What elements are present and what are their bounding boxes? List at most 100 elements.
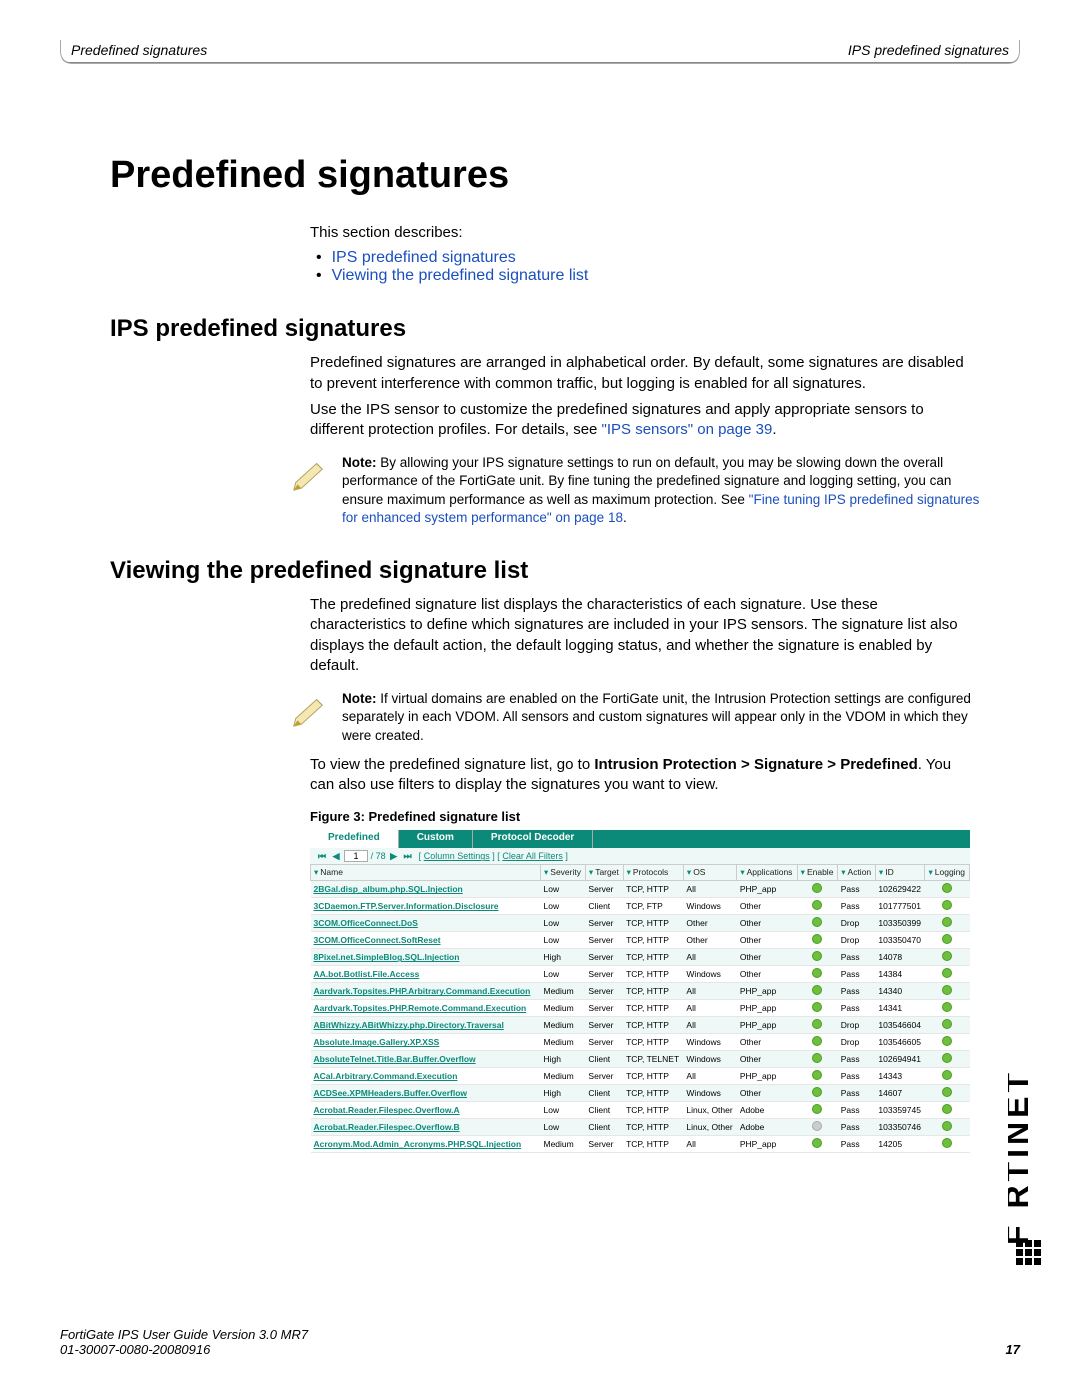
logging-icon[interactable]: [942, 1138, 952, 1148]
table-row: Acrobat.Reader.Filespec.Overflow.ALowCli…: [311, 1102, 970, 1119]
pager-input[interactable]: [344, 850, 368, 862]
page-number: 17: [1006, 1342, 1020, 1357]
toc-link-2[interactable]: Viewing the predefined signature list: [332, 267, 589, 284]
column-settings-link[interactable]: Column Settings: [424, 851, 490, 861]
table-row: AA.bot.Botlist.File.AccessLowServerTCP, …: [311, 966, 970, 983]
logging-icon[interactable]: [942, 883, 952, 893]
sig-link[interactable]: Aardvark.Topsites.PHP.Arbitrary.Command.…: [314, 986, 531, 996]
sig-link[interactable]: Aardvark.Topsites.PHP.Remote.Command.Exe…: [314, 1003, 527, 1013]
clear-filters-link[interactable]: Clear All Filters: [502, 851, 563, 861]
col-name[interactable]: ▾Name: [311, 865, 541, 881]
table-row: 2BGal.disp_album.php.SQL.InjectionLowSer…: [311, 881, 970, 898]
table-row: 3CDaemon.FTP.Server.Information.Disclosu…: [311, 898, 970, 915]
logging-icon[interactable]: [942, 1070, 952, 1080]
sig-link[interactable]: AA.bot.Botlist.File.Access: [314, 969, 420, 979]
col-action[interactable]: ▾Action: [838, 865, 876, 881]
ips-sensors-link[interactable]: "IPS sensors" on page 39: [602, 421, 773, 438]
enable-icon[interactable]: [812, 883, 822, 893]
logging-icon[interactable]: [942, 968, 952, 978]
sig-link[interactable]: Acronym.Mod.Admin_Acronyms.PHP.SQL.Injec…: [314, 1139, 522, 1149]
note-icon: [290, 454, 328, 527]
page-footer: FortiGate IPS User Guide Version 3.0 MR7…: [60, 1327, 1020, 1357]
logging-icon[interactable]: [942, 1036, 952, 1046]
logging-icon[interactable]: [942, 951, 952, 961]
enable-icon[interactable]: [812, 1121, 822, 1131]
table-row: Aardvark.Topsites.PHP.Arbitrary.Command.…: [311, 983, 970, 1000]
page-header: Predefined signatures IPS predefined sig…: [60, 40, 1020, 64]
logging-icon[interactable]: [942, 934, 952, 944]
header-right: IPS predefined signatures: [848, 42, 1009, 58]
col-id[interactable]: ▾ID: [875, 865, 925, 881]
table-row: Absolute.Image.Gallery.XP.XSSMediumServe…: [311, 1034, 970, 1051]
sig-link[interactable]: Acrobat.Reader.Filespec.Overflow.A: [314, 1105, 460, 1115]
sig-link[interactable]: 3COM.OfficeConnect.SoftReset: [314, 935, 441, 945]
pager-last-icon[interactable]: ⏭: [404, 851, 412, 861]
enable-icon[interactable]: [812, 917, 822, 927]
logging-icon[interactable]: [942, 1121, 952, 1131]
logging-icon[interactable]: [942, 985, 952, 995]
tab-custom[interactable]: Custom: [399, 830, 473, 848]
logging-icon[interactable]: [942, 900, 952, 910]
sig-link[interactable]: 3COM.OfficeConnect.DoS: [314, 918, 418, 928]
enable-icon[interactable]: [812, 1036, 822, 1046]
sec1-p2: Use the IPS sensor to customize the pred…: [310, 400, 970, 441]
figure-caption: Figure 3: Predefined signature list: [310, 809, 970, 824]
tab-bar: Predefined Custom Protocol Decoder: [310, 830, 970, 848]
logging-icon[interactable]: [942, 1002, 952, 1012]
enable-icon[interactable]: [812, 900, 822, 910]
section1-heading: IPS predefined signatures: [110, 315, 1020, 343]
sig-link[interactable]: AbsoluteTelnet.Title.Bar.Buffer.Overflow: [314, 1054, 476, 1064]
sig-link[interactable]: 3CDaemon.FTP.Server.Information.Disclosu…: [314, 901, 499, 911]
col-os[interactable]: ▾OS: [683, 865, 736, 881]
enable-icon[interactable]: [812, 951, 822, 961]
sec1-note: Note: By allowing your IPS signature set…: [342, 454, 990, 527]
sec1-p1: Predefined signatures are arranged in al…: [310, 353, 970, 394]
logging-icon[interactable]: [942, 1087, 952, 1097]
fortinet-logo: F RTINET: [1008, 1042, 1048, 1277]
table-row: ABitWhizzy.ABitWhizzy.php.Directory.Trav…: [311, 1017, 970, 1034]
enable-icon[interactable]: [812, 985, 822, 995]
sig-link[interactable]: ACDSee.XPMHeaders.Buffer.Overflow: [314, 1088, 468, 1098]
logging-icon[interactable]: [942, 1019, 952, 1029]
toc-list: IPS predefined signatures Viewing the pr…: [310, 249, 970, 285]
enable-icon[interactable]: [812, 1104, 822, 1114]
col-severity[interactable]: ▾Severity: [541, 865, 586, 881]
sig-link[interactable]: ABitWhizzy.ABitWhizzy.php.Directory.Trav…: [314, 1020, 504, 1030]
logging-icon[interactable]: [942, 917, 952, 927]
sig-link[interactable]: Absolute.Image.Gallery.XP.XSS: [314, 1037, 440, 1047]
table-row: AbsoluteTelnet.Title.Bar.Buffer.Overflow…: [311, 1051, 970, 1068]
table-row: Aardvark.Topsites.PHP.Remote.Command.Exe…: [311, 1000, 970, 1017]
enable-icon[interactable]: [812, 934, 822, 944]
sec2-p2: To view the predefined signature list, g…: [310, 755, 970, 796]
sig-link[interactable]: ACal.Arbitrary.Command.Execution: [314, 1071, 458, 1081]
col-logging[interactable]: ▾Logging: [925, 865, 970, 881]
page-title: Predefined signatures: [110, 154, 1020, 197]
enable-icon[interactable]: [812, 1087, 822, 1097]
table-row: 8Pixel.net.SimpleBlog.SQL.InjectionHighS…: [311, 949, 970, 966]
pager-first-icon[interactable]: ⏮: [318, 851, 326, 861]
sec2-p1: The predefined signature list displays t…: [310, 595, 970, 676]
logging-icon[interactable]: [942, 1053, 952, 1063]
enable-icon[interactable]: [812, 1002, 822, 1012]
col-enable[interactable]: ▾Enable: [797, 865, 838, 881]
enable-icon[interactable]: [812, 1070, 822, 1080]
pager-prev-icon[interactable]: ◀: [333, 851, 340, 861]
col-target[interactable]: ▾Target: [585, 865, 623, 881]
toc-link-1[interactable]: IPS predefined signatures: [332, 249, 516, 266]
tab-predefined[interactable]: Predefined: [310, 830, 399, 848]
enable-icon[interactable]: [812, 968, 822, 978]
table-row: 3COM.OfficeConnect.SoftResetLowServerTCP…: [311, 932, 970, 949]
sig-link[interactable]: Acrobat.Reader.Filespec.Overflow.B: [314, 1122, 460, 1132]
enable-icon[interactable]: [812, 1019, 822, 1029]
col-protocols[interactable]: ▾Protocols: [623, 865, 683, 881]
sig-link[interactable]: 2BGal.disp_album.php.SQL.Injection: [314, 884, 463, 894]
col-applications[interactable]: ▾Applications: [737, 865, 797, 881]
logging-icon[interactable]: [942, 1104, 952, 1114]
sig-link[interactable]: 8Pixel.net.SimpleBlog.SQL.Injection: [314, 952, 460, 962]
enable-icon[interactable]: [812, 1053, 822, 1063]
svg-text:F RTINET: F RTINET: [1008, 1069, 1035, 1245]
tab-protocol-decoder[interactable]: Protocol Decoder: [473, 830, 593, 848]
pager-next-icon[interactable]: ▶: [390, 851, 397, 861]
enable-icon[interactable]: [812, 1138, 822, 1148]
pager: ⏮ ◀ / 78 ▶ ⏭ [ Column Settings ] [ Clear…: [310, 848, 970, 864]
